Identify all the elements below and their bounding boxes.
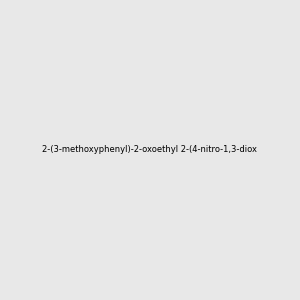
Text: 2-(3-methoxyphenyl)-2-oxoethyl 2-(4-nitro-1,3-diox: 2-(3-methoxyphenyl)-2-oxoethyl 2-(4-nitr…	[43, 146, 257, 154]
